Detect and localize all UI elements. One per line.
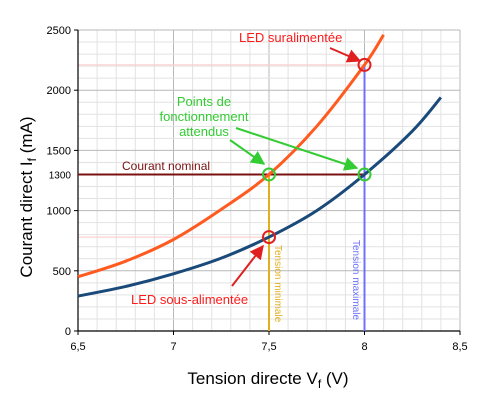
axes [74, 29, 461, 335]
x-axis-title: Tension directe Vf (V) [187, 369, 348, 391]
label-courant-nominal: Courant nominal [122, 159, 210, 173]
faint-lines [78, 64, 365, 238]
x-axis-title-sub: f [318, 377, 322, 391]
annotation-led-sous-alimentee: LED sous-alimentée [131, 292, 248, 307]
label-tension-minimale: Tension minimale [272, 245, 283, 323]
y-axis-title-unit: (mA) [17, 116, 36, 158]
y-tick-label: 1500 [47, 145, 71, 157]
label-tension-maximale: Tension maximale [350, 240, 361, 320]
x-tick-label: 7 [170, 341, 176, 353]
x-tick-label: 7,5 [261, 341, 276, 353]
y-axis-title: Courant direct If (mA) [17, 116, 39, 277]
arrow-sous-alimentee [231, 244, 264, 287]
x-tick-label: 6,5 [70, 341, 85, 353]
arrow-points-right [235, 127, 359, 171]
y-tick-label: 2000 [47, 85, 71, 97]
reference-lines [78, 64, 366, 331]
arrow-points-left [229, 139, 266, 165]
operating-point-marker [262, 230, 276, 245]
arrow-suralimentee [329, 47, 362, 63]
y-tick-label: 1000 [47, 206, 71, 218]
operating-point-marker [262, 167, 276, 182]
x-axis-title-main: Tension directe V [187, 369, 318, 388]
annotation-points-line-1: Points de [177, 94, 231, 109]
annotation-points-line-3: attendus [179, 124, 229, 139]
y-tick-label-extra: 1300 [49, 170, 72, 181]
operating-point-marker [357, 57, 372, 72]
annotation-points-line-2: fonctionnement [160, 109, 249, 124]
x-axis-title-unit: (V) [321, 369, 348, 388]
y-tick-label: 0 [65, 326, 71, 338]
series-line-2 [77, 96, 443, 298]
y-tick-label: 500 [53, 266, 71, 278]
x-tick-label: 8,5 [452, 341, 467, 353]
operating-point-marker [357, 167, 372, 182]
annotation-led-suralimentee: LED suralimentée [239, 30, 342, 45]
y-axis-title-main: Courant direct I [17, 161, 36, 277]
y-axis-title-sub: f [25, 157, 39, 161]
tick-labels: 6,5 7 7,5 8 8,5 0 500 1000 1500 2000 2500 1300 [47, 25, 468, 353]
markers [262, 57, 372, 245]
x-tick-label: 8 [361, 341, 367, 353]
y-tick-label: 2500 [47, 25, 71, 37]
